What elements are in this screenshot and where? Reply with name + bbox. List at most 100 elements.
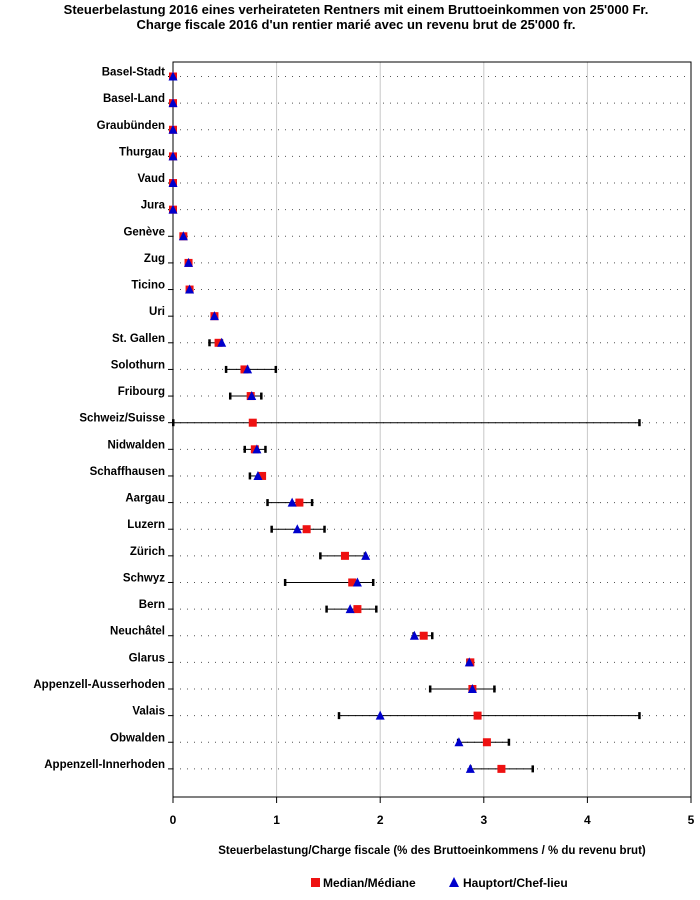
range-min-cap (208, 339, 211, 347)
range-min-cap (283, 578, 287, 586)
range-max-cap (375, 605, 378, 613)
range-min-cap (270, 525, 273, 533)
capital-marker (168, 151, 178, 161)
median-marker (340, 551, 349, 560)
category-label: Genève (123, 226, 165, 238)
category-label: Neuchâtel (110, 626, 165, 638)
range-min-cap (228, 392, 232, 400)
x-axis-label: Steuerbelastung/Charge fiscale (% des Br… (218, 845, 646, 857)
category-label: Nidwalden (107, 439, 165, 451)
legend-capital-marker (449, 877, 459, 887)
capital-marker (168, 98, 178, 108)
range-max-cap (274, 365, 278, 373)
x-tick-label: 5 (688, 813, 695, 827)
capital-marker (168, 71, 178, 81)
capital-marker (361, 550, 371, 560)
chart-title-line1: Steuerbelastung 2016 eines verheirateten… (64, 2, 649, 17)
range-min-cap (337, 712, 341, 720)
category-label: Obwalden (110, 732, 165, 744)
legend-median-label: Median/Médiane (323, 876, 416, 890)
capital-marker (345, 604, 355, 614)
median-marker (240, 365, 249, 374)
range-max-cap (323, 525, 326, 533)
capital-marker (464, 657, 474, 667)
category-label: St. Gallen (112, 333, 165, 345)
capital-marker (375, 710, 385, 720)
range-max-cap (264, 445, 267, 453)
median-marker (473, 711, 482, 720)
legend-capital-label: Hauptort/Chef-lieu (463, 876, 568, 890)
category-label: Ticino (131, 280, 165, 292)
range-max-cap (431, 632, 434, 640)
capital-marker (185, 284, 195, 294)
median-marker (482, 738, 491, 747)
range-min-cap (325, 605, 328, 613)
capital-marker (247, 391, 257, 401)
category-label: Zug (144, 253, 165, 265)
capital-marker (243, 364, 253, 374)
capital-marker (168, 124, 178, 134)
range-max-cap (493, 685, 496, 693)
median-marker (258, 471, 267, 480)
capital-marker (209, 311, 219, 321)
category-label: Solothurn (111, 359, 165, 371)
capital-marker (217, 337, 227, 347)
capital-marker (409, 630, 419, 640)
category-label: Graubünden (97, 120, 165, 132)
category-label: Appenzell-Innerhoden (44, 759, 165, 771)
x-tick-label: 3 (480, 813, 487, 827)
category-label: Luzern (127, 519, 165, 531)
x-tick-label: 2 (377, 813, 384, 827)
range-min-cap (224, 365, 228, 373)
range-min-cap (428, 685, 432, 693)
capital-marker (465, 763, 475, 773)
category-label: Fribourg (118, 386, 165, 398)
median-marker (302, 525, 311, 534)
range-max-cap (507, 738, 511, 746)
category-label: Jura (141, 200, 166, 212)
capital-marker (178, 231, 188, 241)
range-max-cap (531, 765, 534, 773)
median-marker (497, 764, 506, 773)
category-label: Basel-Land (103, 93, 165, 105)
capital-marker (184, 257, 194, 267)
range-min-cap (248, 472, 252, 480)
range-min-cap (319, 552, 322, 560)
category-label: Basel-Stadt (102, 67, 165, 79)
capital-marker (168, 204, 178, 214)
category-label: Zürich (130, 546, 165, 558)
range-min-cap (172, 419, 175, 427)
plot-area: 0 1 2 3 4 5 Basel-Stadt Basel-Land Graubünden Thu… (33, 61, 695, 827)
range-min-cap (243, 445, 246, 453)
plot-frame (172, 61, 692, 798)
chart-title-line2: Charge fiscale 2016 d'un rentier marié a… (137, 17, 576, 32)
category-label: Glarus (129, 652, 165, 664)
capital-marker (467, 683, 477, 693)
category-label: Appenzell-Ausserhoden (33, 679, 165, 691)
category-label: Bern (139, 599, 165, 611)
legend: Median/Médiane Hauptort/Chef-lieu (311, 876, 568, 890)
range-min-cap (266, 499, 269, 507)
range-max-cap (638, 712, 641, 720)
capital-marker (352, 577, 362, 587)
capital-marker (252, 444, 262, 454)
category-label: Schweiz/Suisse (79, 413, 165, 425)
median-marker (419, 631, 428, 640)
x-tick-label: 1 (273, 813, 280, 827)
range-max-cap (371, 578, 375, 586)
category-label: Schaffhausen (90, 466, 165, 478)
median-marker (353, 605, 362, 614)
median-marker (348, 578, 357, 587)
capital-marker (287, 497, 297, 507)
category-label: Vaud (138, 173, 165, 185)
median-marker (248, 418, 257, 427)
x-tick-label: 0 (170, 813, 177, 827)
range-max-cap (310, 499, 314, 507)
capital-marker (253, 470, 263, 480)
category-label: Valais (132, 706, 165, 718)
median-marker (214, 338, 223, 347)
capital-marker (168, 178, 178, 188)
range-max-cap (260, 392, 263, 400)
